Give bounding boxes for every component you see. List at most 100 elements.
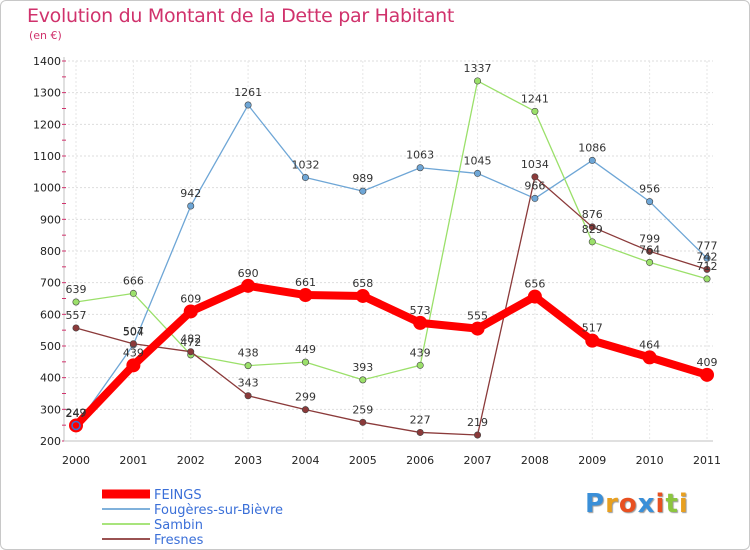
y-tick-label: 500 [40, 340, 61, 353]
x-tick-label: 2001 [119, 454, 147, 467]
data-label: 517 [582, 322, 603, 335]
data-point [183, 304, 198, 319]
series-line-foug-res-sur-bi-vre [75, 104, 708, 427]
data-label: 557 [66, 309, 87, 322]
y-tick-label: 900 [40, 213, 61, 226]
data-point [244, 101, 252, 109]
data-label: 504 [123, 326, 144, 339]
data-point [588, 223, 596, 231]
data-point [355, 288, 370, 303]
data-label: 343 [238, 377, 259, 390]
data-point [416, 361, 424, 369]
data-point [474, 431, 482, 439]
data-point [129, 340, 137, 348]
data-point [359, 187, 367, 195]
data-point [585, 333, 600, 348]
x-tick-label: 2008 [521, 454, 549, 467]
data-point [72, 324, 80, 332]
data-point [703, 254, 711, 262]
data-point [646, 247, 654, 255]
logo-letter: i [655, 489, 666, 519]
data-point [413, 315, 428, 330]
data-label: 876 [582, 208, 603, 221]
data-label: 259 [352, 403, 373, 416]
y-tick-label: 1200 [33, 118, 61, 131]
data-point [129, 289, 137, 297]
data-point [359, 418, 367, 426]
data-label: 690 [238, 267, 259, 280]
data-label: 639 [66, 283, 87, 296]
logo-letter: x [637, 489, 656, 519]
data-label: 249 [66, 406, 87, 419]
data-label: 966 [524, 179, 545, 192]
data-point [703, 265, 711, 273]
data-point [531, 107, 539, 115]
x-tick-label: 2000 [62, 454, 90, 467]
x-tick-label: 2007 [464, 454, 492, 467]
x-tick-label: 2006 [406, 454, 434, 467]
y-tick-label: 400 [40, 372, 61, 385]
data-label: 409 [697, 356, 718, 369]
data-label: 742 [697, 250, 718, 263]
data-point [244, 392, 252, 400]
data-label: 989 [352, 172, 373, 185]
data-label: 472 [180, 336, 201, 349]
legend-entry: FEINGS [154, 488, 202, 503]
data-label: 777 [697, 239, 718, 252]
y-tick-label: 300 [40, 403, 61, 416]
data-label: 956 [639, 183, 660, 196]
x-tick-label: 2011 [693, 454, 721, 467]
data-label: 829 [582, 223, 603, 236]
data-label: 573 [410, 304, 431, 317]
data-label: 227 [410, 413, 431, 426]
data-point [474, 169, 482, 177]
logo-letter: i [678, 489, 689, 519]
data-point-outline [71, 420, 81, 431]
data-label: 393 [352, 361, 373, 374]
data-label: 1261 [234, 86, 262, 99]
y-tick-label: 1400 [33, 55, 61, 68]
data-label: 555 [467, 310, 488, 323]
x-tick-label: 2005 [349, 454, 377, 467]
data-point [531, 194, 539, 202]
data-label: 656 [524, 278, 545, 291]
data-label: 666 [123, 274, 144, 287]
chart-title: Evolution du Montant de la Dette par Hab… [27, 5, 455, 27]
data-point [642, 350, 657, 365]
x-tick-label: 2003 [234, 454, 262, 467]
data-label: 449 [295, 343, 316, 356]
data-point [646, 198, 654, 206]
data-label: 439 [123, 346, 144, 359]
legend-entry: Fresnes [154, 533, 204, 548]
y-tick-label: 200 [40, 435, 61, 448]
data-label: 661 [295, 276, 316, 289]
data-label: 942 [180, 187, 201, 200]
data-point [359, 376, 367, 384]
logo-letter: t [665, 489, 679, 519]
data-label: 439 [410, 346, 431, 359]
logo-letter: P [585, 489, 606, 519]
data-point [700, 367, 714, 382]
data-label: 1086 [578, 141, 606, 154]
data-point [187, 348, 195, 356]
x-tick-label: 2004 [291, 454, 319, 467]
legend-entry: Fougères-sur-Bièvre [154, 503, 283, 518]
data-point [416, 164, 424, 172]
data-label: 247 [66, 407, 87, 420]
data-label: 1034 [521, 158, 549, 171]
data-label: 609 [180, 292, 201, 305]
data-point [470, 321, 485, 336]
data-point [416, 428, 424, 436]
data-label: 507 [123, 325, 144, 338]
x-tick-label: 2010 [636, 454, 664, 467]
data-point [187, 202, 195, 210]
data-point [301, 174, 309, 182]
data-point [703, 275, 711, 283]
data-label: 464 [639, 338, 660, 351]
data-label: 299 [295, 391, 316, 404]
x-tick-label: 2009 [578, 454, 606, 467]
logo-letter: o [618, 489, 638, 519]
data-point [588, 238, 596, 246]
